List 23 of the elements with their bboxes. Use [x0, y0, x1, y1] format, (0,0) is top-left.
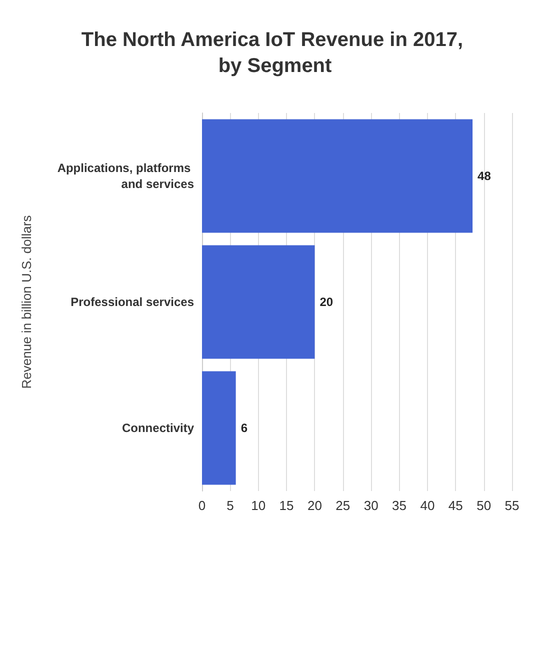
x-tick-label: 35	[392, 498, 407, 513]
data-label: 20	[320, 295, 334, 309]
bar	[202, 371, 236, 485]
x-tick-label: 30	[364, 498, 378, 513]
x-tick-label: 25	[336, 498, 350, 513]
data-label: 6	[240, 421, 248, 435]
y-tick-label: Professional services	[70, 295, 194, 309]
y-tick-label: Connectivity	[122, 421, 194, 435]
x-tick-label: 45	[448, 498, 463, 513]
x-tick-label: 10	[251, 498, 266, 513]
x-tick-label: 50	[476, 498, 492, 513]
x-tick-label: 20	[307, 498, 322, 513]
bar	[202, 119, 473, 233]
y-axis-title: Revenue in billion U.S. dollars	[19, 214, 34, 389]
x-tick-label: 0	[198, 498, 206, 513]
x-tick-label: 5	[226, 498, 234, 513]
y-tick-label: Applications, platforms and services	[57, 161, 194, 191]
chart-title: The North America IoT Revenue in 2017, by Segment	[81, 29, 469, 77]
bar	[202, 245, 315, 359]
x-tick-label: 55	[504, 498, 520, 513]
x-tick-label: 40	[420, 498, 435, 513]
data-label: 48	[478, 169, 492, 183]
x-tick-label: 15	[279, 498, 294, 513]
